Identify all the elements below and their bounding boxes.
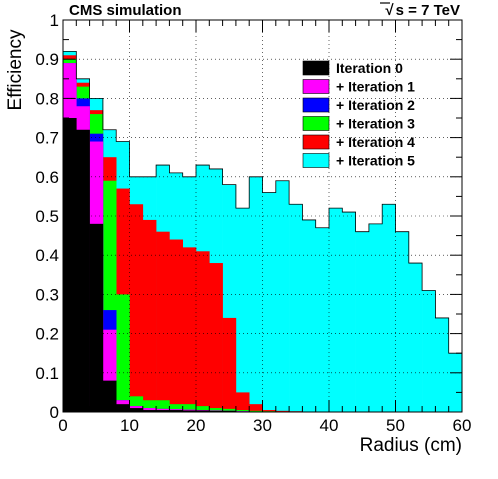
bar-iteration-4-bin-12 <box>223 318 237 412</box>
y-tick-label-2: 0.2 <box>35 325 59 344</box>
bar-iteration-5-bin-27 <box>422 290 436 412</box>
bar-iteration-0-bin-1 <box>76 130 90 412</box>
x-tick-label-20: 20 <box>187 416 206 435</box>
x-tick-label-60: 60 <box>453 416 472 435</box>
y-tick-label-4: 0.4 <box>35 246 59 265</box>
bar-iteration-5-bin-15 <box>263 192 277 412</box>
x-tick-label-30: 30 <box>253 416 272 435</box>
bar-iteration-0-bin-4 <box>116 404 130 412</box>
bar-iteration-5-bin-21 <box>342 212 356 412</box>
y-tick-label-0: 0 <box>50 403 59 422</box>
legend-swatch-1 <box>303 80 329 94</box>
legend: Iteration 0 + Iteration 1 + Iteration 2 + I… <box>303 60 415 169</box>
bar-iteration-5-bin-13 <box>236 208 250 412</box>
y-tick-label-9: 0.9 <box>35 50 59 69</box>
y-tick-label-6: 0.6 <box>35 168 59 187</box>
bar-iteration-5-bin-20 <box>329 208 343 412</box>
x-axis-title: Radius (cm) <box>360 435 462 456</box>
legend-swatch-2 <box>303 98 329 112</box>
bar-iteration-5-bin-18 <box>302 220 316 412</box>
bar-iteration-5-bin-16 <box>276 181 290 412</box>
x-tick-label-10: 10 <box>120 416 139 435</box>
legend-label-0: Iteration 0 <box>336 60 403 76</box>
bar-iteration-5-bin-28 <box>435 318 449 412</box>
bar-iteration-4-bin-8 <box>169 240 183 412</box>
legend-swatch-3 <box>303 117 329 131</box>
legend-label-3: + Iteration 3 <box>336 116 415 132</box>
bar-iteration-4-bin-13 <box>236 392 250 412</box>
y-tick-label-5: 0.5 <box>35 207 59 226</box>
header-left: CMS simulation <box>69 2 182 19</box>
legend-swatch-5 <box>303 154 329 168</box>
x-tick-label-50: 50 <box>386 416 405 435</box>
bar-iteration-4-bin-9 <box>183 247 197 412</box>
bar-iteration-5-bin-22 <box>356 232 370 412</box>
bar-iteration-5-bin-25 <box>396 232 410 412</box>
bar-iteration-0-bin-0 <box>63 118 77 412</box>
bar-iteration-5-bin-29 <box>449 353 463 412</box>
legend-label-5: + Iteration 5 <box>336 153 415 169</box>
header-right-text: s = 7 TeV <box>396 2 460 19</box>
x-tick-label-0: 0 <box>58 416 67 435</box>
bar-iteration-0-bin-3 <box>103 381 117 412</box>
legend-swatch-0 <box>303 61 329 75</box>
y-tick-label-10: 1 <box>50 11 59 30</box>
bar-iteration-4-bin-5 <box>130 204 144 412</box>
bar-iteration-5-bin-24 <box>382 204 396 412</box>
bar-iteration-5-bin-26 <box>409 263 423 412</box>
bar-iteration-5-bin-17 <box>289 204 303 412</box>
bar-iteration-0-bin-2 <box>90 224 104 412</box>
x-tick-label-40: 40 <box>320 416 339 435</box>
legend-label-1: + Iteration 1 <box>336 79 415 95</box>
legend-label-2: + Iteration 2 <box>336 97 415 113</box>
bar-iteration-5-bin-23 <box>369 224 383 412</box>
bar-iteration-4-bin-7 <box>156 232 170 412</box>
bar-iteration-4-bin-6 <box>143 220 157 412</box>
header-right: √s = 7 TeV <box>385 2 460 19</box>
y-tick-label-3: 0.3 <box>35 285 59 304</box>
bar-iteration-4-bin-11 <box>209 263 223 412</box>
y-axis-title: Efficiency <box>5 29 26 110</box>
legend-swatch-4 <box>303 135 329 149</box>
y-tick-label-8: 0.8 <box>35 89 59 108</box>
bar-iteration-4-bin-10 <box>196 251 210 412</box>
y-tick-label-7: 0.7 <box>35 129 59 148</box>
bar-iteration-0-bin-5 <box>130 408 144 412</box>
y-tick-label-1: 0.1 <box>35 364 59 383</box>
bar-iteration-3-bin-4 <box>116 294 130 412</box>
header-right-sqrt: √ <box>385 2 394 19</box>
legend-label-4: + Iteration 4 <box>336 134 415 150</box>
